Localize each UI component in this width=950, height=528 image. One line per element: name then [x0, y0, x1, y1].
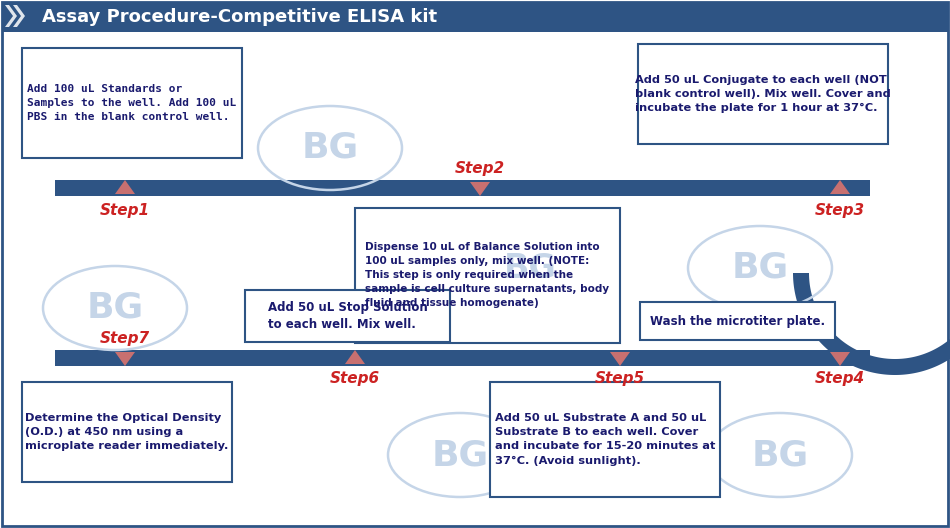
Text: Step5: Step5 [595, 371, 645, 385]
Text: Dispense 10 uL of Balance Solution into
100 uL samples only, mix well. (NOTE:
Th: Dispense 10 uL of Balance Solution into … [366, 242, 610, 308]
FancyBboxPatch shape [2, 2, 948, 32]
Text: Add 50 uL Conjugate to each well (NOT
blank control well). Mix well. Cover and
i: Add 50 uL Conjugate to each well (NOT bl… [636, 75, 891, 113]
Text: BG: BG [751, 438, 808, 472]
Polygon shape [793, 273, 950, 375]
Text: Step6: Step6 [330, 371, 380, 385]
Text: Add 50 uL Substrate A and 50 uL
Substrate B to each well. Cover
and incubate for: Add 50 uL Substrate A and 50 uL Substrat… [495, 413, 715, 466]
FancyBboxPatch shape [490, 382, 720, 497]
Polygon shape [610, 352, 630, 366]
FancyBboxPatch shape [55, 180, 870, 196]
Text: BG: BG [301, 131, 358, 165]
Text: BG: BG [86, 291, 143, 325]
Polygon shape [830, 180, 850, 194]
Polygon shape [345, 350, 365, 364]
FancyBboxPatch shape [638, 44, 888, 144]
Text: Add 50 uL Stop Solution
to each well. Mix well.: Add 50 uL Stop Solution to each well. Mi… [268, 300, 428, 332]
Polygon shape [340, 2, 480, 32]
Text: Add 100 uL Standards or
Samples to the well. Add 100 uL
PBS in the blank control: Add 100 uL Standards or Samples to the w… [28, 84, 237, 122]
Text: BG: BG [504, 251, 557, 285]
Text: Step4: Step4 [815, 371, 865, 385]
FancyBboxPatch shape [245, 290, 450, 342]
Text: Determine the Optical Density
(O.D.) at 450 nm using a
microplate reader immedia: Determine the Optical Density (O.D.) at … [26, 413, 229, 451]
FancyBboxPatch shape [22, 48, 242, 158]
Text: Step2: Step2 [455, 161, 505, 175]
FancyBboxPatch shape [640, 302, 835, 340]
Polygon shape [470, 182, 490, 196]
Polygon shape [830, 352, 850, 366]
FancyBboxPatch shape [55, 350, 870, 366]
Text: Wash the microtiter plate.: Wash the microtiter plate. [650, 315, 825, 327]
Text: BG: BG [732, 251, 788, 285]
Polygon shape [115, 180, 135, 194]
Text: Assay Procedure-Competitive ELISA kit: Assay Procedure-Competitive ELISA kit [43, 8, 438, 26]
Text: Step7: Step7 [100, 331, 150, 345]
Polygon shape [115, 352, 135, 366]
Text: Step1: Step1 [100, 203, 150, 218]
Polygon shape [13, 5, 25, 27]
Text: BG: BG [431, 438, 488, 472]
FancyBboxPatch shape [22, 382, 232, 482]
FancyBboxPatch shape [355, 208, 620, 343]
Text: Step3: Step3 [815, 203, 865, 218]
Polygon shape [5, 5, 17, 27]
